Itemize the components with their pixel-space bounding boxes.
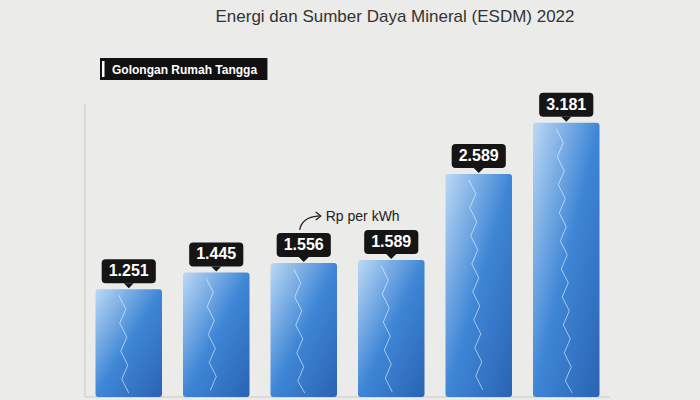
data-label-box <box>452 144 506 168</box>
subtitle-box: Golongan Rumah Tangga <box>100 58 267 80</box>
y-axis-line <box>85 104 86 397</box>
data-label: 1.445 <box>196 245 236 262</box>
bar-texture <box>469 180 483 390</box>
data-labels: 1.251 1.445 1.556 1.589 2.589 3.181 <box>102 93 594 288</box>
bar-texture <box>206 278 216 390</box>
annotation-text: Rp per kWh <box>326 208 400 224</box>
data-label-box <box>102 259 156 283</box>
data-label-pointer <box>561 117 571 122</box>
subtitle-background <box>100 58 267 80</box>
bar <box>96 289 163 397</box>
title: Energi dan Sumber Daya Mineral (ESDM) 20… <box>215 7 574 26</box>
data-label: 1.589 <box>371 233 411 250</box>
data-label: 3.181 <box>546 96 586 113</box>
data-label: 1.556 <box>284 236 324 253</box>
data-label: 2.589 <box>459 147 499 164</box>
annotation-arrowhead <box>316 212 321 220</box>
annotation: Rp per kWh <box>300 208 400 230</box>
data-label-box <box>189 242 243 266</box>
bar-texture <box>294 269 305 393</box>
chart-svg: Energi dan Sumber Daya Mineral (ESDM) 20… <box>0 0 700 400</box>
bar <box>183 272 250 397</box>
background <box>0 0 700 400</box>
data-label-box <box>539 93 593 117</box>
data-label-box <box>364 230 418 254</box>
data-label-pointer <box>124 283 134 288</box>
data-label-pointer <box>299 257 309 262</box>
bars <box>96 123 600 397</box>
data-label-box <box>277 233 331 257</box>
data-label-pointer <box>386 254 396 259</box>
bar-texture <box>119 295 129 393</box>
chart-container: Energi dan Sumber Daya Mineral (ESDM) 20… <box>0 0 700 400</box>
bar <box>446 174 513 397</box>
bar-texture <box>381 266 392 392</box>
bar <box>533 123 600 397</box>
bar-texture <box>556 129 572 393</box>
subtitle-stripe <box>102 61 105 77</box>
x-axis-line <box>85 397 610 398</box>
subtitle: Golongan Rumah Tangga <box>112 63 257 77</box>
data-label-pointer <box>211 266 221 271</box>
bar <box>358 260 425 397</box>
bar <box>271 263 338 397</box>
data-label: 1.251 <box>109 262 149 279</box>
data-label-pointer <box>474 168 484 173</box>
annotation-arrow <box>300 216 320 230</box>
